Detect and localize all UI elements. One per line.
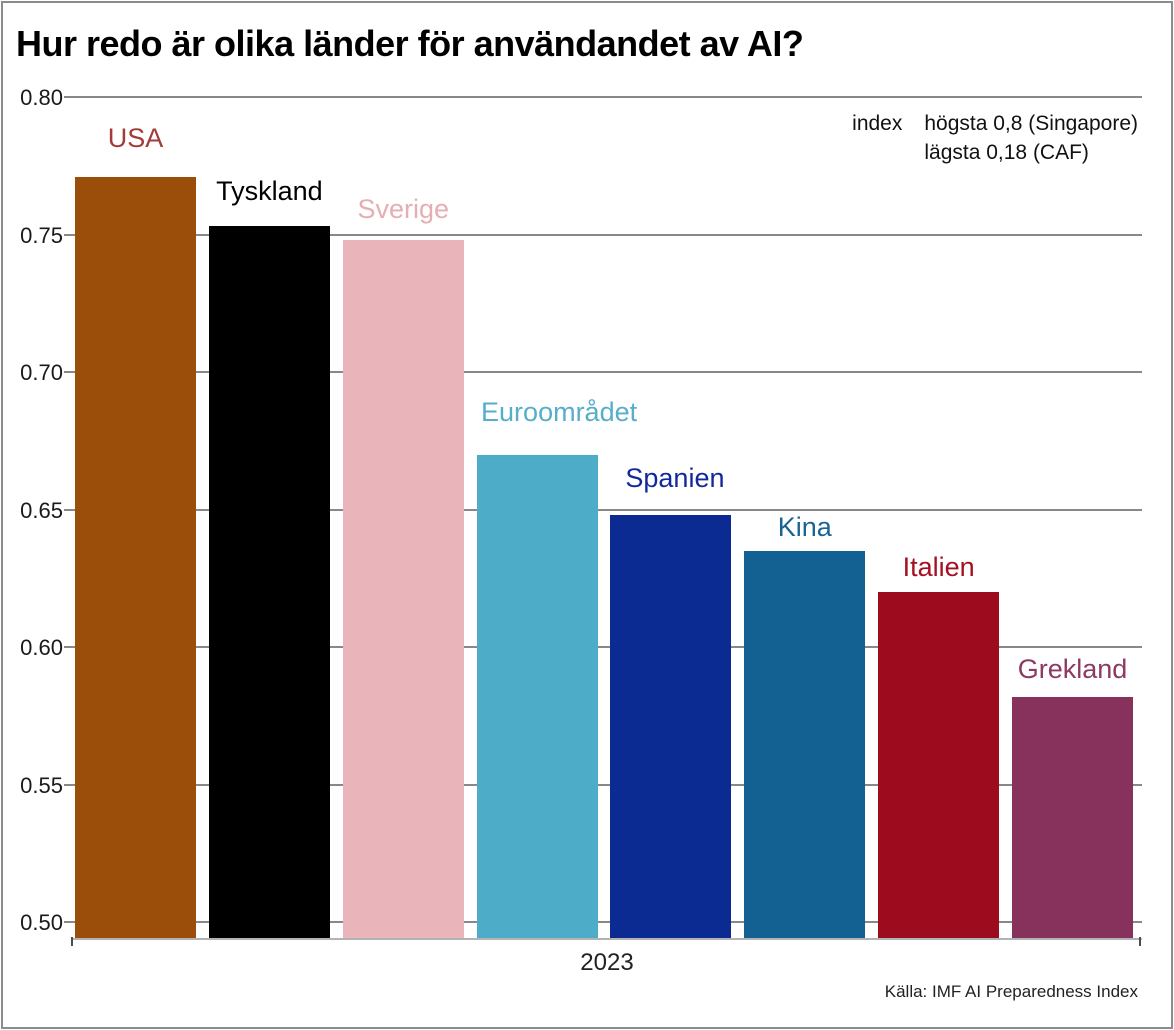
source-credit: Källa: IMF AI Preparedness Index [884, 982, 1138, 1001]
gridline-0.75 [64, 233, 1142, 236]
bar-label-usa: USA [107, 122, 164, 153]
gridline-0.50 [64, 921, 1142, 923]
y-axis-tick-label: 0.75 [20, 222, 63, 248]
annotation-line-highest: högsta 0,8 (Singapore) [924, 112, 1138, 135]
index-annotation: index högsta 0,8 (Singapore) lägsta 0,18… [852, 109, 1138, 167]
bar-label-euroområdet: Euroområdet [481, 396, 638, 427]
gridline-0.65 [64, 508, 1142, 511]
annotation-index-label: index [852, 112, 903, 135]
bar-label-sverige: Sverige [357, 194, 449, 224]
y-axis-tick-label: 0.70 [20, 360, 63, 385]
x-axis-line [72, 938, 1142, 940]
bar-grekland [1012, 696, 1134, 938]
bar-euroområdet [476, 454, 598, 938]
y-axis-tick-label: 0.55 [20, 772, 63, 798]
x-axis-left-tick [71, 937, 73, 946]
annotation-line-lowest: lägsta 0,18 (CAF) [924, 141, 1089, 164]
gridline-0.70 [64, 371, 1142, 373]
gridline-0.60 [64, 646, 1142, 648]
bar-sverige [342, 240, 464, 938]
bar-label-kina: Kina [777, 511, 832, 542]
bar-label-tyskland: Tyskland [216, 176, 323, 207]
bar-label-spanien: Spanien [625, 463, 725, 493]
y-axis-tick-label: 0.60 [20, 635, 63, 660]
gridline-0.55 [64, 783, 1142, 786]
annotation-lines: högsta 0,8 (Singapore) lägsta 0,18 (CAF) [924, 109, 1138, 167]
bar-spanien [610, 515, 732, 938]
bar-label-italien: Italien [902, 552, 975, 582]
bar-italien [878, 592, 1000, 938]
y-axis-tick-label: 0.65 [20, 497, 63, 523]
bar-tyskland [208, 226, 330, 938]
bar-usa [75, 176, 196, 938]
y-axis-tick-label: 0.80 [20, 85, 63, 110]
x-axis-right-tick [1139, 937, 1141, 946]
chart-title: Hur redo är olika länder för användandet… [16, 23, 804, 64]
gridline-0.80 [64, 96, 1142, 98]
bar-label-grekland: Grekland [1017, 653, 1128, 684]
bar-kina [744, 550, 866, 938]
x-axis-tick-label: 2023 [580, 949, 634, 976]
y-axis-tick-label: 0.50 [20, 910, 63, 935]
